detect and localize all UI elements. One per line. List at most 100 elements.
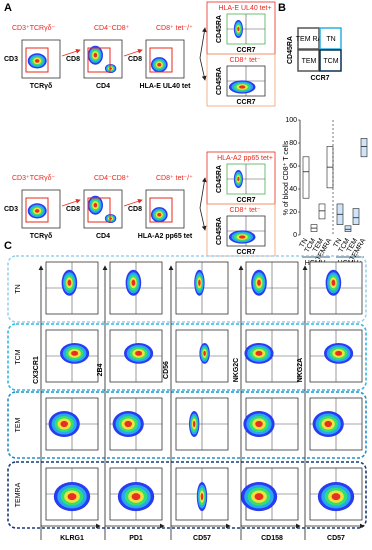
box: [302, 156, 310, 199]
density: [198, 279, 201, 286]
density: [124, 420, 132, 428]
x-axis-label: TCRγδ: [30, 83, 53, 90]
gate: [149, 47, 173, 73]
density: [67, 279, 72, 286]
subset-arrow: [199, 57, 207, 81]
y-axis-label: CD8: [128, 56, 142, 63]
x-axis-label: CCR7: [236, 249, 255, 256]
key-y-label: CD45RA: [287, 36, 294, 64]
box: [352, 208, 360, 225]
density: [93, 52, 98, 58]
subset-title: CD8⁺ tet⁻: [229, 207, 260, 214]
key-label: TCM: [323, 58, 338, 65]
row-box: [7, 323, 367, 391]
category-label: TN: [333, 237, 344, 249]
y-axis-label: CD8: [128, 206, 142, 213]
subset-title: HLA-E UL40 tet+: [218, 5, 271, 12]
box: [318, 203, 326, 220]
density: [239, 235, 246, 239]
density: [192, 420, 196, 428]
key-x-label: CCR7: [310, 75, 329, 82]
x-axis-label: CD57: [327, 535, 345, 542]
gate-label: CD8⁺ tet⁻/⁺: [156, 25, 193, 32]
panel-label: A: [4, 2, 12, 14]
density: [131, 279, 136, 286]
density: [331, 493, 341, 501]
row-box: [7, 255, 367, 323]
y-tick-label: 60: [289, 163, 297, 170]
row-label: TEMRA: [15, 482, 22, 507]
y-axis-label: CD8: [66, 56, 80, 63]
gate: [25, 47, 49, 73]
y-axis-label: NKG2C: [233, 358, 240, 383]
density: [237, 26, 240, 32]
gate-label: CD4⁻CD8⁺: [94, 25, 130, 32]
y-axis-label: CD8: [66, 206, 80, 213]
density: [34, 59, 40, 63]
y-tick-label: 40: [289, 186, 297, 193]
subset-arrow: [199, 27, 207, 59]
density: [157, 212, 162, 217]
key-cell: [319, 49, 342, 72]
row-box: [7, 391, 367, 459]
x-axis-label: HLA-A2 pp65 tet: [138, 233, 193, 240]
density: [237, 176, 240, 182]
row-label: TCM: [15, 349, 22, 364]
density: [200, 493, 204, 501]
density: [93, 202, 98, 208]
y-axis-label: CX3CR1: [33, 356, 40, 384]
y-tick-label: 80: [289, 140, 297, 147]
y-tick-label: 20: [289, 209, 297, 216]
gate-label: CD4⁻CD8⁺: [94, 175, 130, 182]
gate: [149, 197, 173, 223]
y-axis-label: CD56: [163, 361, 170, 379]
y-axis-label: CD3: [4, 206, 18, 213]
y-axis-title: % of blood CD8⁺ T cells: [283, 140, 290, 215]
gate-arrow: [61, 48, 81, 57]
x-axis-label: KLRG1: [60, 535, 84, 542]
density: [131, 493, 141, 501]
key-label: TN: [326, 36, 335, 43]
box: [360, 138, 368, 158]
density: [203, 350, 206, 356]
density: [324, 420, 332, 428]
x-axis-label: CCR7: [236, 47, 255, 54]
key-label: TEM: [302, 58, 317, 65]
density: [34, 209, 40, 213]
gate-arrow: [123, 198, 143, 207]
subset-arrow: [199, 207, 207, 231]
subset-arrow: [199, 177, 207, 209]
y-axis-label: CD45RA: [216, 217, 223, 245]
key-cell: [297, 27, 320, 50]
subset-box: [206, 53, 276, 107]
category-label: TN: [299, 237, 310, 249]
y-tick-label: 100: [285, 117, 297, 124]
density: [71, 350, 79, 356]
y-axis-label: CD45RA: [216, 67, 223, 95]
density: [67, 493, 77, 501]
x-axis-label: CD57: [193, 535, 211, 542]
y-axis-label: CD3: [4, 56, 18, 63]
y-tick-label: 0: [293, 232, 297, 239]
key-cell: [319, 27, 342, 50]
subset-title: HLA-A2 pp65 tet+: [217, 155, 273, 162]
x-axis-label: TCRγδ: [30, 233, 53, 240]
gate: [87, 197, 111, 223]
density: [335, 350, 343, 356]
gate-arrow: [123, 48, 143, 57]
x-axis-label: CCR7: [236, 197, 255, 204]
row-box: [7, 461, 367, 529]
density: [239, 85, 246, 89]
density: [135, 350, 143, 356]
gate-label: CD3⁺TCRγδ⁻: [12, 175, 55, 182]
density: [254, 493, 264, 501]
y-axis-label: CD45RA: [216, 15, 223, 43]
gate-label: CD8⁺ tet⁻/⁺: [156, 175, 193, 182]
density: [331, 279, 336, 286]
density: [257, 279, 261, 286]
box: [344, 225, 352, 232]
density: [60, 420, 68, 428]
gate: [87, 47, 111, 73]
panel-label: B: [278, 2, 286, 14]
density: [255, 420, 263, 428]
